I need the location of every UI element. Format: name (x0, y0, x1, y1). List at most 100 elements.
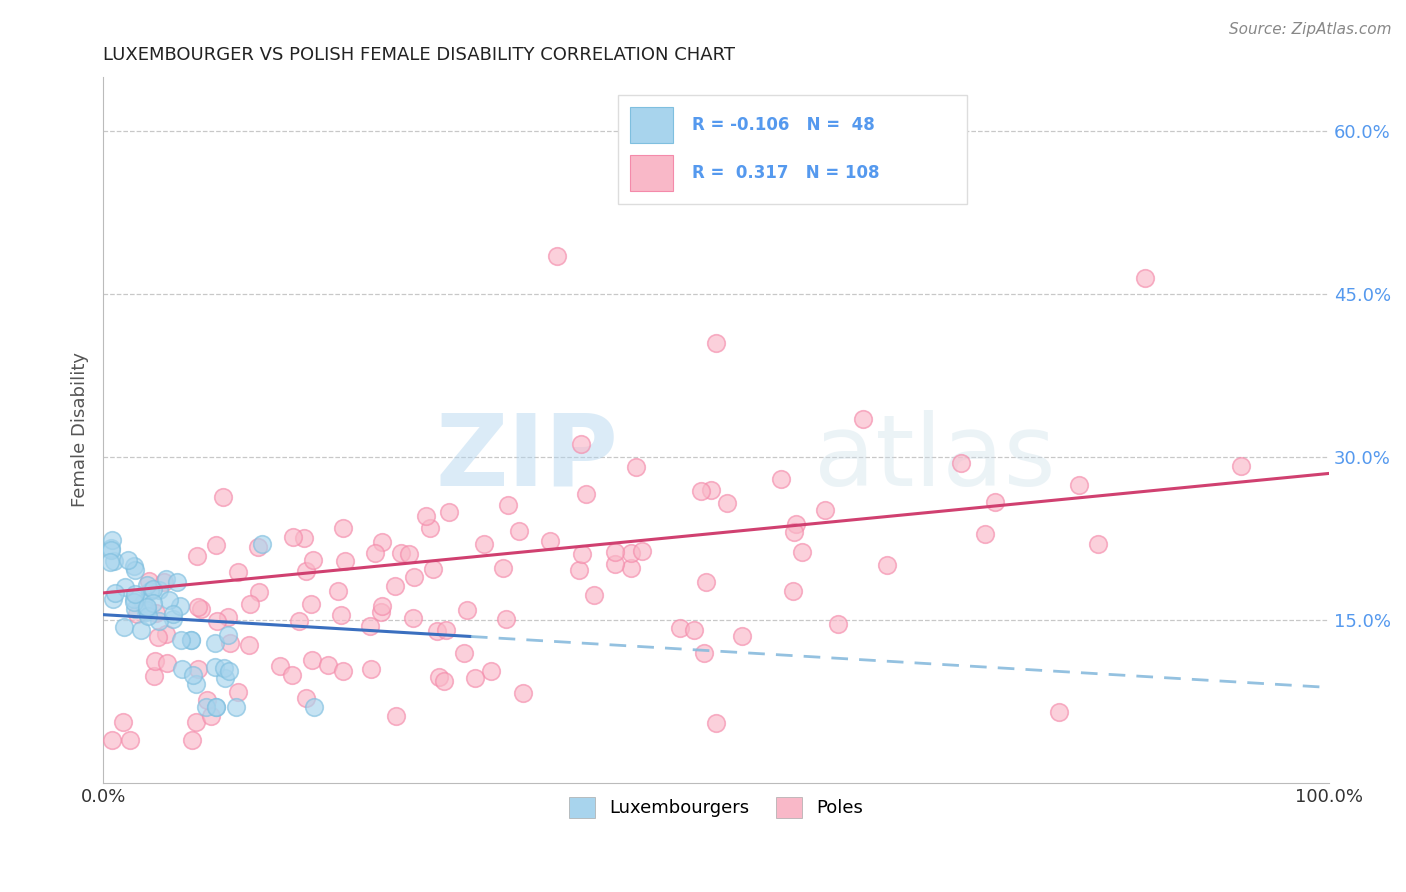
Point (427, 670, 450, 684)
Point (401, 611, 423, 625)
Point (136, 609, 159, 624)
Point (138, 574, 160, 588)
Point (404, 570, 426, 584)
Point (415, 509, 437, 524)
Point (439, 505, 461, 519)
Point (631, 544, 654, 558)
Point (148, 583, 170, 598)
Text: Source: ZipAtlas.com: Source: ZipAtlas.com (1229, 22, 1392, 37)
Point (247, 540, 270, 554)
Point (620, 546, 643, 560)
Point (332, 664, 354, 678)
Text: atlas: atlas (814, 409, 1056, 507)
Point (1230, 458, 1253, 473)
Point (472, 537, 495, 551)
Point (582, 588, 605, 602)
Point (814, 503, 837, 517)
Point (700, 483, 723, 497)
Point (783, 524, 806, 539)
Point (292, 531, 315, 545)
Point (145, 654, 167, 668)
Point (790, 545, 813, 559)
Point (950, 456, 973, 470)
FancyBboxPatch shape (630, 154, 673, 191)
Legend: Luxembourgers, Poles: Luxembourgers, Poles (562, 789, 870, 825)
Point (162, 607, 184, 621)
Point (212, 661, 235, 675)
Point (127, 607, 149, 621)
Point (156, 657, 179, 671)
Text: ZIP: ZIP (434, 409, 619, 507)
Point (683, 623, 706, 637)
Text: LUXEMBOURGER VS POLISH FEMALE DISABILITY CORRELATION CHART: LUXEMBOURGER VS POLISH FEMALE DISABILITY… (103, 46, 735, 64)
Point (103, 553, 125, 567)
Point (782, 584, 804, 599)
Point (1069, 478, 1091, 492)
Point (668, 621, 690, 635)
Point (195, 693, 218, 707)
Point (326, 584, 349, 599)
Point (464, 671, 486, 685)
Point (111, 714, 134, 729)
Point (389, 546, 412, 560)
Point (301, 653, 323, 667)
Point (384, 579, 406, 593)
Point (569, 437, 592, 451)
Point (434, 623, 457, 637)
Point (104, 586, 127, 600)
FancyBboxPatch shape (630, 106, 673, 144)
Point (181, 668, 204, 682)
Point (973, 527, 995, 541)
Point (422, 562, 444, 576)
Point (332, 521, 354, 535)
Point (205, 614, 228, 628)
Point (269, 659, 291, 673)
Point (200, 708, 222, 723)
Point (299, 597, 322, 611)
Point (302, 700, 325, 714)
Point (492, 561, 515, 575)
Point (118, 732, 141, 747)
FancyBboxPatch shape (619, 95, 967, 204)
Point (135, 578, 157, 592)
Point (876, 558, 898, 573)
Point (225, 700, 247, 714)
Point (359, 619, 381, 633)
Point (214, 671, 236, 685)
Point (568, 563, 591, 577)
Point (181, 732, 204, 747)
Y-axis label: Female Disability: Female Disability (72, 352, 89, 508)
Point (124, 587, 146, 601)
Point (827, 617, 849, 632)
Point (204, 700, 226, 714)
Point (101, 591, 124, 606)
Point (217, 610, 239, 624)
Point (852, 412, 875, 426)
Point (370, 535, 392, 549)
Point (295, 564, 318, 578)
Point (98, 555, 121, 569)
Point (139, 583, 162, 598)
Point (204, 636, 226, 650)
Point (186, 677, 208, 691)
Point (333, 554, 356, 568)
Point (453, 646, 475, 660)
Point (162, 612, 184, 626)
Point (283, 530, 305, 544)
Text: R =  0.317   N = 108: R = 0.317 N = 108 (692, 164, 879, 182)
Point (187, 599, 209, 614)
Point (294, 691, 316, 706)
Point (112, 619, 135, 633)
Point (364, 546, 387, 560)
Point (180, 632, 202, 647)
Point (204, 660, 226, 674)
Point (155, 627, 177, 641)
Point (194, 699, 217, 714)
Point (695, 574, 717, 589)
Point (122, 595, 145, 609)
Point (546, 249, 568, 263)
Point (136, 600, 159, 615)
Point (398, 548, 420, 562)
Point (142, 582, 165, 596)
Point (984, 495, 1007, 509)
